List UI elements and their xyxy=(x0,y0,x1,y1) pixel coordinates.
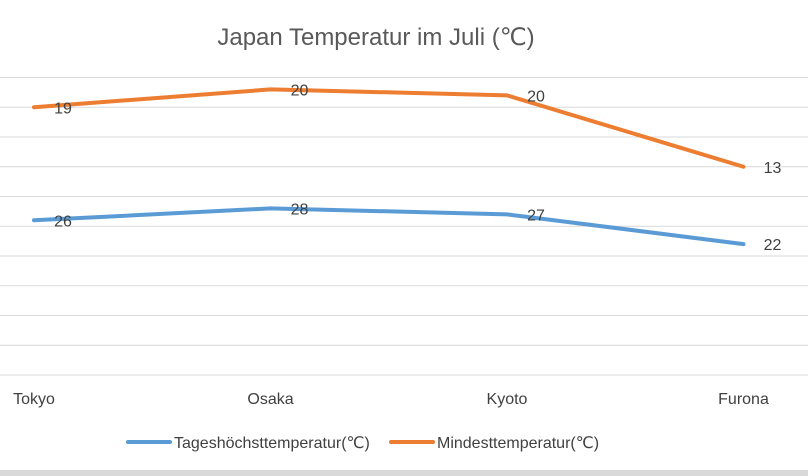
data-label: 20 xyxy=(291,82,309,99)
data-label: 13 xyxy=(764,160,782,177)
legend-label: Mindesttemperatur(℃) xyxy=(437,435,599,452)
data-label: 28 xyxy=(291,201,309,218)
data-label: 20 xyxy=(527,88,545,105)
data-label: 22 xyxy=(764,237,782,254)
x-tick-label: Tokyo xyxy=(13,391,55,408)
x-tick-label: Furona xyxy=(718,391,769,408)
series-line-0 xyxy=(32,206,746,247)
series-line-1 xyxy=(32,87,746,169)
data-label: 27 xyxy=(527,207,545,224)
x-tick-label: Osaka xyxy=(247,391,293,408)
bottom-scrollbar xyxy=(0,470,808,476)
x-tick-label: Kyoto xyxy=(487,391,528,408)
data-label: 19 xyxy=(54,100,72,117)
legend-label: Tageshöchsttemperatur(℃) xyxy=(174,435,370,452)
chart-title: Japan Temperatur im Juli (℃) xyxy=(217,24,534,51)
data-label: 26 xyxy=(54,213,72,230)
